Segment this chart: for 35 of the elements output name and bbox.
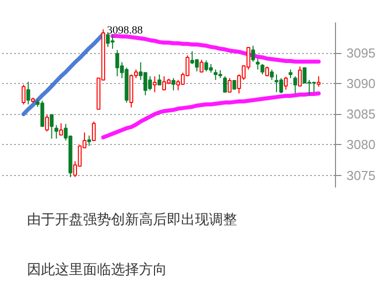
candlestick [270,69,274,80]
candlestick [26,81,30,105]
candlestick [214,69,218,80]
text: 因此这里面临选择方向 [27,261,167,280]
candlestick [284,76,288,90]
candlestick [59,122,63,136]
candlestick [293,76,298,94]
candlestick [265,66,270,77]
line-series [22,32,106,116]
candlestick [45,114,49,132]
candlestick [92,121,96,141]
candlestick [194,58,199,72]
y-tick-label: 3075 [346,168,376,183]
candlestick [50,114,54,140]
candlestick [87,135,92,146]
line-series [101,91,321,140]
y-tick-label: 3090 [346,76,376,92]
candlestick [260,64,264,75]
candlestick [228,78,232,93]
candlestick [54,124,58,140]
y-tick-label: 3085 [346,106,376,122]
candlestick [256,58,260,70]
y-tick-label: 3095 [346,46,376,61]
candlestick [223,76,227,93]
candlestick [172,78,176,91]
candlestick [22,84,26,105]
candlestick [316,76,321,88]
candlestick [298,66,302,87]
y-tick-label: 3080 [346,137,376,152]
annotation: 3098.88 [106,24,144,36]
candlestick [200,59,204,72]
candlestick [251,45,255,62]
text: 由于开盘强势创新高后即出现调整 [27,211,237,230]
candlestick [152,76,157,93]
candlestick [157,74,162,86]
